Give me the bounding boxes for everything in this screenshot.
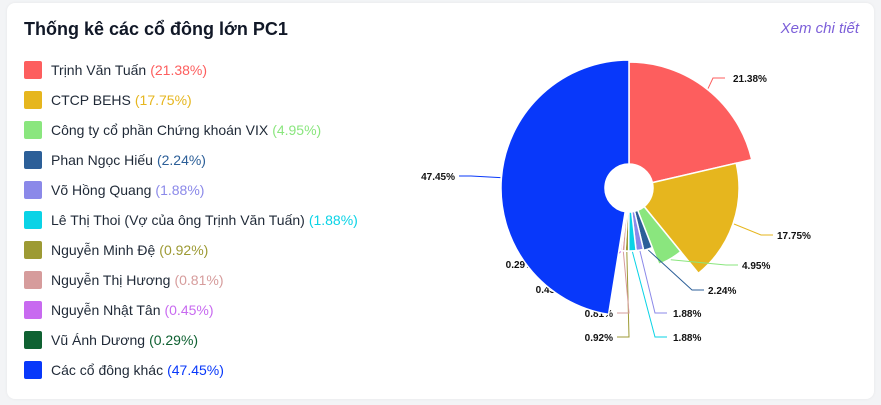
legend-item[interactable]: Lê Thị Thoi (Vợ của ông Trịnh Văn Tuấn)(… xyxy=(24,205,358,235)
legend-percent: (17.75%) xyxy=(134,92,192,108)
legend-percent: (0.81%) xyxy=(174,272,224,288)
leader-line xyxy=(647,249,704,291)
shareholder-card: Thống kê các cổ đông lớn PC1 Xem chi tiế… xyxy=(7,3,874,399)
legend-item[interactable]: Vũ Ánh Dương (0.29%) xyxy=(24,325,358,355)
legend-swatch xyxy=(24,121,42,139)
slice-label: 1.88% xyxy=(673,333,701,344)
leader-line xyxy=(459,175,501,179)
legend-item[interactable]: Nguyễn Nhật Tân (0.45%) xyxy=(24,295,358,325)
legend-label: Võ Hồng Quang xyxy=(51,182,152,198)
legend-label: Phan Ngọc Hiếu xyxy=(51,152,153,168)
legend-swatch xyxy=(24,331,42,349)
leader-line xyxy=(733,223,773,236)
legend-percent: (47.45%) xyxy=(167,362,224,378)
legend-label: CTCP BEHS xyxy=(51,92,131,108)
legend-item[interactable]: Công ty cổ phần Chứng khoán VIX (4.95%) xyxy=(24,115,358,145)
legend-percent: (2.24%) xyxy=(156,152,206,168)
legend-item[interactable]: Nguyễn Minh Đệ (0.92%) xyxy=(24,235,358,265)
legend-item[interactable]: Phan Ngọc Hiếu (2.24%) xyxy=(24,145,358,175)
legend-label: Nguyễn Minh Đệ xyxy=(51,242,156,258)
view-details-link[interactable]: Xem chi tiết xyxy=(780,20,859,37)
leader-line xyxy=(617,251,630,314)
chart-legend: Trịnh Văn Tuấn (21.38%) CTCP BEHS (17.75%) C… xyxy=(24,55,358,385)
legend-percent: (21.38%) xyxy=(150,62,208,78)
legend-swatch xyxy=(24,241,42,259)
legend-swatch xyxy=(24,91,42,109)
slice-label: 47.45% xyxy=(421,172,455,183)
leader-line xyxy=(617,251,630,338)
legend-percent: (0.92%) xyxy=(159,242,209,258)
legend-label: Công ty cổ phần Chứng khoán VIX xyxy=(51,122,269,138)
legend-swatch xyxy=(24,61,42,79)
legend-item[interactable]: Trịnh Văn Tuấn (21.38%) xyxy=(24,55,358,85)
legend-swatch xyxy=(24,211,42,229)
card-title: Thống kê các cổ đông lớn PC1 xyxy=(24,19,288,39)
slice-label: 0.92% xyxy=(585,333,613,344)
legend-label: Các cổ đông khác xyxy=(51,362,164,378)
legend-item[interactable]: Nguyễn Thị Hương (0.81%) xyxy=(24,265,358,295)
legend-percent: (0.45%) xyxy=(164,302,214,318)
slice-label: 0.81% xyxy=(585,309,613,320)
legend-item[interactable]: CTCP BEHS (17.75%) xyxy=(24,85,358,115)
legend-percent: (0.29%) xyxy=(149,332,199,348)
legend-swatch xyxy=(24,181,42,199)
legend-item[interactable]: Các cổ đông khác (47.45%) xyxy=(24,355,358,385)
slice-label: 21.38% xyxy=(733,74,767,85)
legend-swatch xyxy=(24,301,42,319)
legend-percent: (1.88%) xyxy=(308,212,358,228)
slice-label: 17.75% xyxy=(777,231,811,242)
legend-label: Lê Thị Thoi (Vợ của ông Trịnh Văn Tuấn) xyxy=(51,212,305,228)
legend-swatch xyxy=(24,361,42,379)
legend-swatch xyxy=(24,271,42,289)
slice-label: 4.95% xyxy=(742,261,770,272)
slice-label: 0.29% xyxy=(506,260,534,271)
legend-swatch xyxy=(24,151,42,169)
leader-line xyxy=(707,77,725,89)
leader-line xyxy=(670,259,738,266)
legend-label: Nguyễn Thị Hương xyxy=(51,272,171,288)
pie-chart: 21.38% 17.75% 4.95% 2.24% 1.88% 1.88% 0.92% 0.8… xyxy=(421,59,811,344)
legend-percent: (1.88%) xyxy=(155,182,205,198)
legend-label: Vũ Ánh Dương xyxy=(51,332,146,348)
leader-line xyxy=(639,250,667,314)
legend-item[interactable]: Võ Hồng Quang (1.88%) xyxy=(24,175,358,205)
pie-center-hole xyxy=(605,164,653,212)
legend-percent: (4.95%) xyxy=(272,122,322,138)
slice-label: 2.24% xyxy=(708,286,736,297)
slice-label: 0.45% xyxy=(536,285,564,296)
leader-line xyxy=(631,251,667,338)
legend-label: Trịnh Văn Tuấn xyxy=(51,62,147,78)
slice-label: 1.88% xyxy=(673,309,701,320)
legend-label: Nguyễn Nhật Tân xyxy=(51,302,161,318)
